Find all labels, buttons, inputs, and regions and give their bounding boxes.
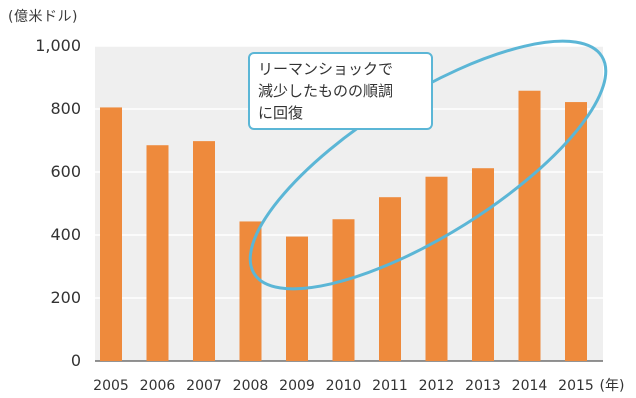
y-tick-label: 400 [50, 225, 81, 244]
y-tick-label: 200 [50, 288, 81, 307]
x-tick-label: 2011 [372, 378, 408, 394]
y-tick-label: 800 [50, 99, 81, 118]
x-tick-label: 2008 [233, 378, 269, 394]
annotation-line-1: リーマンショックで [258, 60, 394, 78]
x-tick-label: 2012 [419, 378, 455, 394]
bar-2007 [193, 141, 215, 361]
x-tick-label: 2006 [140, 378, 176, 394]
x-tick-label: 2007 [186, 378, 222, 394]
x-axis-unit-label: (年) [600, 378, 625, 394]
y-axis-ticks: 0 200 400 600 800 1,000 [35, 36, 81, 370]
bar-2011 [379, 197, 401, 361]
bar-2012 [425, 176, 448, 361]
x-tick-label: 2014 [512, 378, 548, 394]
bar-2009 [286, 236, 308, 361]
y-tick-label: 0 [71, 351, 81, 370]
x-axis-ticks: 2005 2006 2007 2008 2009 2010 2011 2012 2013 2014… [93, 378, 624, 394]
bar-2014 [518, 90, 541, 361]
x-tick-label: 2010 [326, 378, 362, 394]
y-tick-label: 1,000 [35, 36, 81, 55]
annotation-line-3: に回復 [258, 104, 304, 122]
y-tick-label: 600 [50, 162, 81, 181]
x-tick-label: 2005 [93, 378, 129, 394]
bar-2006 [146, 145, 169, 361]
x-tick-label: 2009 [279, 378, 315, 394]
bar-2013 [472, 168, 494, 361]
y-axis-unit-label: (億米ドル) [8, 9, 78, 25]
annotation-line-2: 減少したものの順調 [258, 82, 394, 100]
bar-2008 [239, 221, 262, 361]
x-tick-label: 2013 [465, 378, 501, 394]
bar-2010 [332, 219, 355, 361]
x-tick-label: 2015 [558, 378, 594, 394]
bar-2005 [100, 107, 122, 361]
bar-2015 [565, 102, 587, 361]
annotation-callout: リーマンショックで 減少したものの順調 に回復 [248, 52, 433, 130]
